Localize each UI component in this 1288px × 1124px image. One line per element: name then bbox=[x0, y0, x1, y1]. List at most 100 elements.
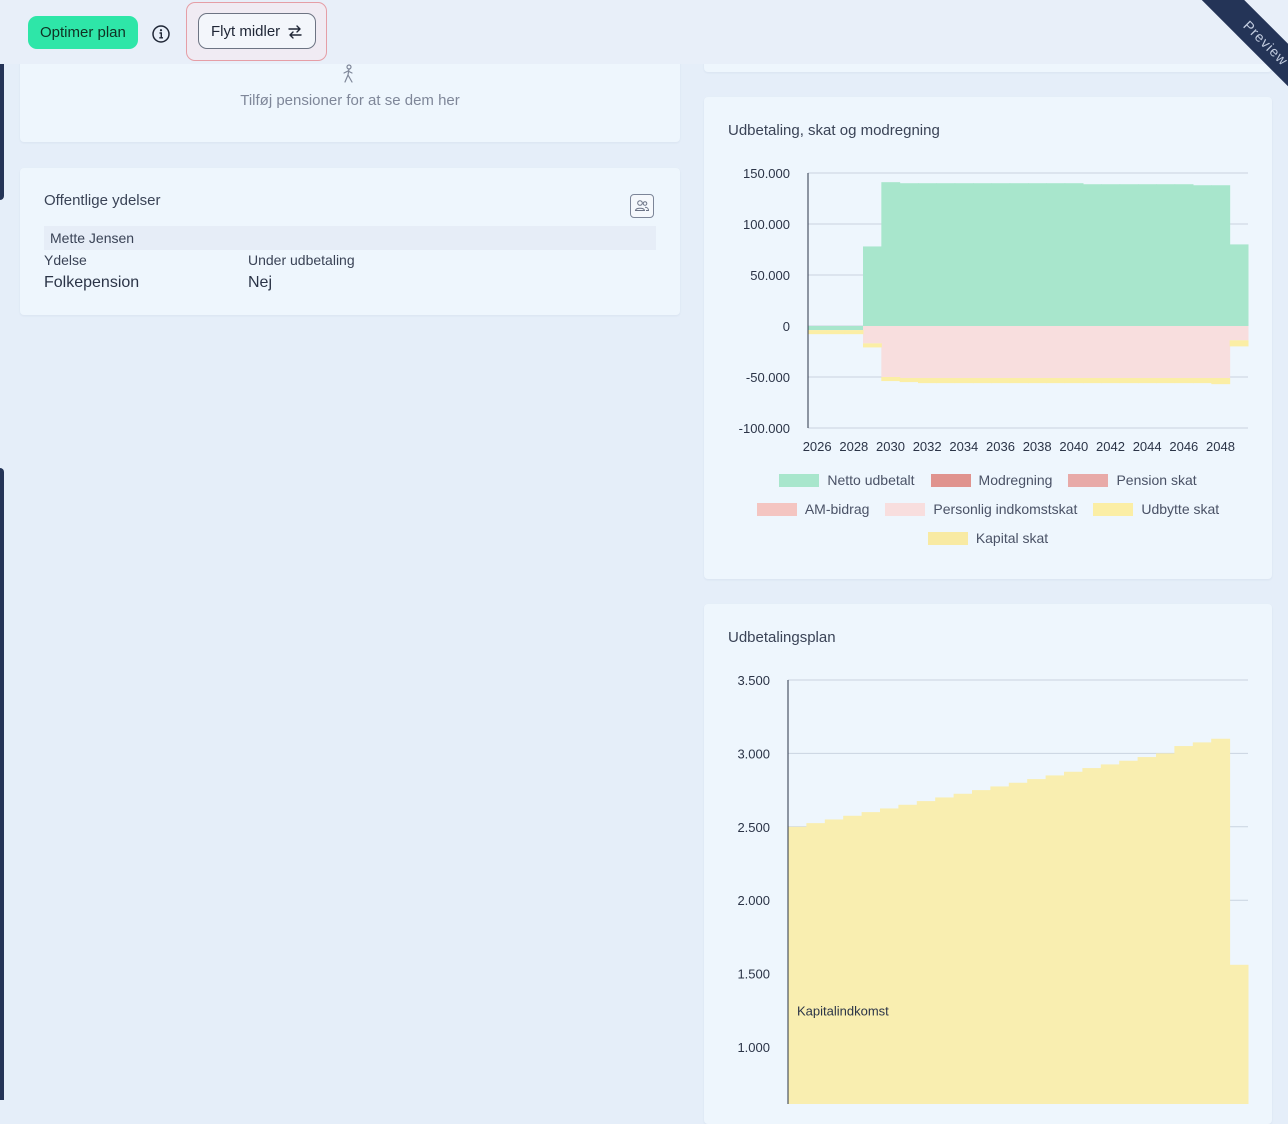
chart2-step[interactable] bbox=[1027, 779, 1047, 1104]
info-icon[interactable] bbox=[152, 25, 170, 43]
legend-udbytte-skat[interactable]: Udbytte skat bbox=[1093, 501, 1219, 517]
chart1-bar-segment[interactable] bbox=[1211, 378, 1231, 385]
chart2-step[interactable] bbox=[916, 801, 936, 1104]
chart1-bar-segment[interactable] bbox=[1083, 326, 1102, 379]
chart1-bar-segment[interactable] bbox=[1046, 183, 1066, 326]
chart2-step[interactable] bbox=[880, 808, 899, 1104]
chart2-step[interactable] bbox=[1137, 757, 1157, 1104]
chart1-bar-segment[interactable] bbox=[1229, 244, 1249, 326]
chart1-bar-segment[interactable] bbox=[1028, 378, 1047, 384]
chart2-step[interactable] bbox=[935, 797, 955, 1104]
chart1-bar-segment[interactable] bbox=[826, 326, 846, 331]
chart1-bar-segment[interactable] bbox=[991, 378, 1011, 384]
chart2-step[interactable] bbox=[898, 804, 918, 1104]
chart1-bar-segment[interactable] bbox=[1174, 184, 1194, 326]
chart2-step[interactable] bbox=[1229, 964, 1249, 1104]
chart1-bar-segment[interactable] bbox=[1211, 185, 1231, 326]
chart1-bar-segment[interactable] bbox=[1193, 185, 1212, 326]
chart2-step[interactable] bbox=[1064, 771, 1083, 1104]
legend-netto-udbetalt[interactable]: Netto udbetalt bbox=[779, 472, 915, 488]
chart1-bar-segment[interactable] bbox=[1028, 183, 1047, 326]
chart1-bar-segment[interactable] bbox=[936, 378, 956, 384]
chart2-step[interactable] bbox=[953, 793, 973, 1104]
chart1-bar-segment[interactable] bbox=[1083, 378, 1102, 384]
chart1-bar-segment[interactable] bbox=[1119, 378, 1139, 384]
chart1-bar-segment[interactable] bbox=[1009, 183, 1029, 326]
chart2-step[interactable] bbox=[843, 815, 863, 1104]
legend-pension-skat[interactable]: Pension skat bbox=[1068, 472, 1197, 488]
chart1-bar-segment[interactable] bbox=[881, 182, 901, 326]
chart1-bar-segment[interactable] bbox=[1101, 184, 1121, 326]
chart1-bar-segment[interactable] bbox=[1046, 378, 1066, 384]
chart1-bar-segment[interactable] bbox=[1138, 326, 1157, 379]
chart1-bar-segment[interactable] bbox=[881, 377, 901, 382]
chart1-bar-segment[interactable] bbox=[1138, 378, 1157, 384]
chart1-bar-segment[interactable] bbox=[973, 183, 992, 326]
chart2-step[interactable] bbox=[806, 823, 826, 1104]
chart2-step[interactable] bbox=[1156, 753, 1175, 1104]
chart1-bar-segment[interactable] bbox=[863, 246, 882, 326]
legend-personlig-indkomstskat[interactable]: Personlig indkomstskat bbox=[885, 501, 1077, 517]
chart1-bar-segment[interactable] bbox=[808, 330, 827, 335]
chart1-bar-segment[interactable] bbox=[844, 326, 864, 331]
chart1-bar-segment[interactable] bbox=[1229, 326, 1249, 341]
chart1-bar-segment[interactable] bbox=[1156, 378, 1176, 384]
chart1-bar-segment[interactable] bbox=[918, 183, 937, 326]
chart1-bar-segment[interactable] bbox=[991, 326, 1011, 379]
chart2-step[interactable] bbox=[1082, 768, 1102, 1104]
chart2-step[interactable] bbox=[788, 826, 807, 1104]
chart2-step[interactable] bbox=[1192, 742, 1212, 1104]
chart1-bar-segment[interactable] bbox=[881, 326, 901, 377]
chart1-bar-segment[interactable] bbox=[863, 343, 882, 348]
chart1-bar-segment[interactable] bbox=[1028, 326, 1047, 379]
chart1-bar-segment[interactable] bbox=[1156, 326, 1176, 379]
chart1-bar-segment[interactable] bbox=[1211, 326, 1231, 379]
chart1-bar-segment[interactable] bbox=[1156, 184, 1176, 326]
chart1-bar-segment[interactable] bbox=[936, 326, 956, 379]
chart1-bar-segment[interactable] bbox=[954, 183, 974, 326]
chart1-bar-segment[interactable] bbox=[899, 183, 919, 326]
chart1-bar-segment[interactable] bbox=[918, 378, 937, 384]
chart1-bar-segment[interactable] bbox=[1174, 378, 1194, 384]
chart1-bar-segment[interactable] bbox=[1193, 378, 1212, 384]
chart1-bar-segment[interactable] bbox=[1229, 340, 1249, 347]
legend-modregning[interactable]: Modregning bbox=[930, 472, 1052, 488]
chart2-step[interactable] bbox=[861, 812, 881, 1104]
chart2-step[interactable] bbox=[990, 786, 1010, 1104]
chart1-bar-segment[interactable] bbox=[1119, 184, 1139, 326]
chart1-bar-segment[interactable] bbox=[899, 326, 919, 379]
chart1-bar-segment[interactable] bbox=[936, 183, 956, 326]
legend-kapital-skat[interactable]: Kapital skat bbox=[927, 530, 1048, 546]
chart1-bar-segment[interactable] bbox=[863, 326, 882, 344]
chart1-bar-segment[interactable] bbox=[991, 183, 1011, 326]
chart2-step[interactable] bbox=[1100, 764, 1120, 1104]
chart1-bar-segment[interactable] bbox=[1174, 326, 1194, 379]
chart2-step[interactable] bbox=[972, 790, 991, 1104]
chart2-step[interactable] bbox=[1008, 782, 1028, 1104]
chart1-bar-segment[interactable] bbox=[973, 326, 992, 379]
chart1-bar-segment[interactable] bbox=[1138, 184, 1157, 326]
optimize-plan-button[interactable]: Optimer plan bbox=[28, 16, 138, 49]
chart1-bar-segment[interactable] bbox=[844, 330, 864, 335]
chart1-bar-segment[interactable] bbox=[954, 326, 974, 379]
chart1-bar-segment[interactable] bbox=[1009, 326, 1029, 379]
chart1-bar-segment[interactable] bbox=[1083, 184, 1102, 326]
chart2-step[interactable] bbox=[1174, 746, 1194, 1104]
chart1-bar-segment[interactable] bbox=[1009, 378, 1029, 384]
chart2-step[interactable] bbox=[824, 819, 844, 1104]
people-button[interactable] bbox=[630, 194, 654, 218]
chart1-bar-segment[interactable] bbox=[1101, 378, 1121, 384]
chart1-bar-segment[interactable] bbox=[1064, 183, 1084, 326]
chart1-bar-segment[interactable] bbox=[1101, 326, 1121, 379]
chart1-bar-segment[interactable] bbox=[1064, 326, 1084, 379]
chart1-bar-segment[interactable] bbox=[1193, 326, 1212, 379]
chart1-bar-segment[interactable] bbox=[808, 326, 827, 331]
chart1-bar-segment[interactable] bbox=[918, 326, 937, 379]
chart2-step[interactable] bbox=[1211, 738, 1231, 1104]
chart1-bar-segment[interactable] bbox=[826, 330, 846, 335]
move-funds-button[interactable]: Flyt midler bbox=[198, 13, 316, 49]
chart1-bar-segment[interactable] bbox=[899, 378, 919, 383]
chart1-bar-segment[interactable] bbox=[1119, 326, 1139, 379]
chart1-bar-segment[interactable] bbox=[973, 378, 992, 384]
chart2-step[interactable] bbox=[1119, 760, 1139, 1104]
